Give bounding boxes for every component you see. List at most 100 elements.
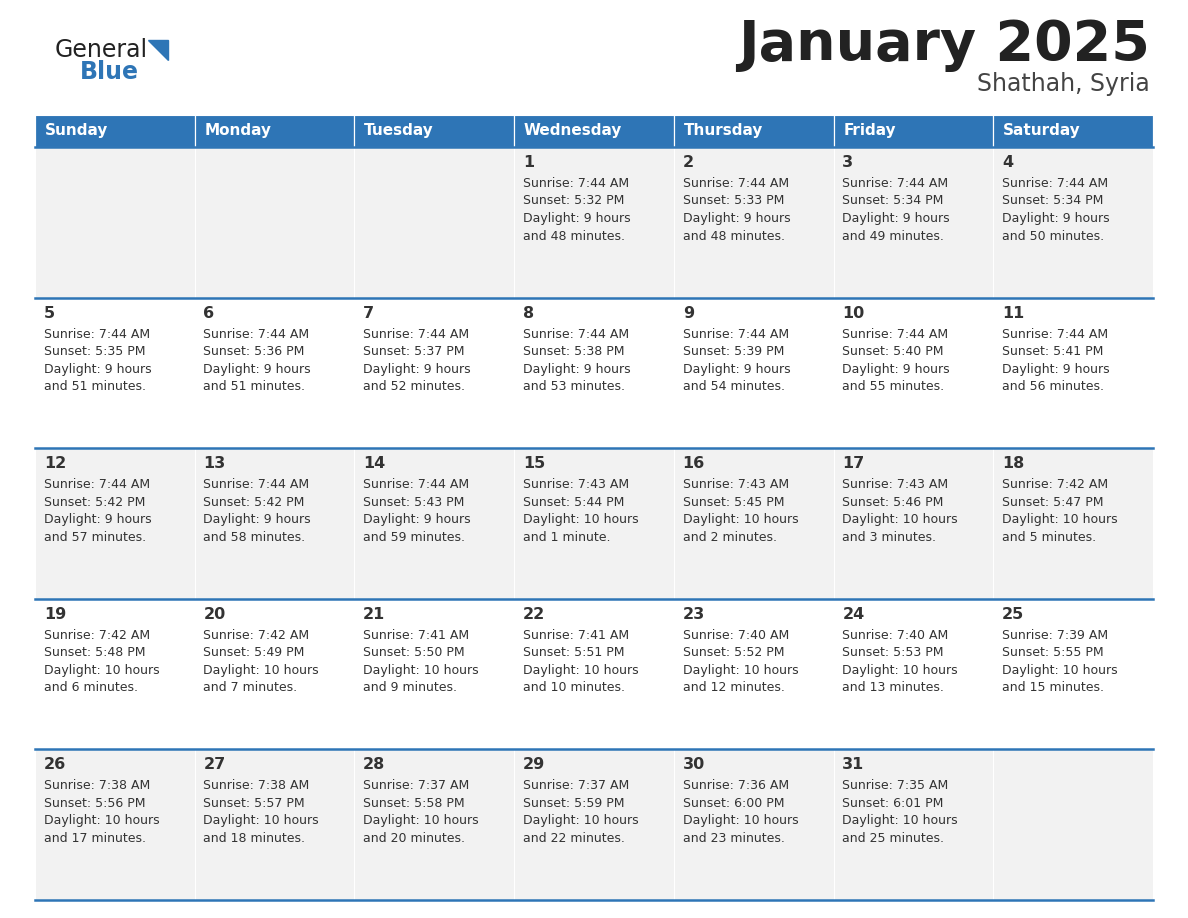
Text: and 6 minutes.: and 6 minutes. bbox=[44, 681, 138, 694]
Text: Sunset: 5:40 PM: Sunset: 5:40 PM bbox=[842, 345, 943, 358]
Text: 12: 12 bbox=[44, 456, 67, 471]
Text: Sunrise: 7:44 AM: Sunrise: 7:44 AM bbox=[1001, 328, 1108, 341]
Text: and 48 minutes.: and 48 minutes. bbox=[523, 230, 625, 242]
Text: Sunrise: 7:44 AM: Sunrise: 7:44 AM bbox=[842, 177, 948, 190]
Text: 17: 17 bbox=[842, 456, 865, 471]
Text: and 50 minutes.: and 50 minutes. bbox=[1001, 230, 1104, 242]
Text: Sunrise: 7:44 AM: Sunrise: 7:44 AM bbox=[683, 328, 789, 341]
Text: Sunset: 5:34 PM: Sunset: 5:34 PM bbox=[1001, 195, 1104, 207]
Text: Sunrise: 7:42 AM: Sunrise: 7:42 AM bbox=[203, 629, 310, 642]
Text: Daylight: 9 hours: Daylight: 9 hours bbox=[683, 212, 790, 225]
Text: Daylight: 10 hours: Daylight: 10 hours bbox=[1001, 664, 1118, 677]
Text: Daylight: 10 hours: Daylight: 10 hours bbox=[523, 513, 639, 526]
Text: Daylight: 10 hours: Daylight: 10 hours bbox=[44, 664, 159, 677]
Text: 15: 15 bbox=[523, 456, 545, 471]
Text: Sunset: 5:46 PM: Sunset: 5:46 PM bbox=[842, 496, 943, 509]
Text: Daylight: 9 hours: Daylight: 9 hours bbox=[523, 363, 631, 375]
FancyBboxPatch shape bbox=[834, 115, 993, 147]
FancyBboxPatch shape bbox=[514, 297, 674, 448]
FancyBboxPatch shape bbox=[514, 448, 674, 599]
Text: Sunset: 5:43 PM: Sunset: 5:43 PM bbox=[364, 496, 465, 509]
Text: and 55 minutes.: and 55 minutes. bbox=[842, 380, 944, 393]
Text: Sunset: 5:52 PM: Sunset: 5:52 PM bbox=[683, 646, 784, 659]
Text: Sunrise: 7:37 AM: Sunrise: 7:37 AM bbox=[364, 779, 469, 792]
Text: Sunrise: 7:44 AM: Sunrise: 7:44 AM bbox=[683, 177, 789, 190]
FancyBboxPatch shape bbox=[195, 297, 354, 448]
Text: Sunrise: 7:44 AM: Sunrise: 7:44 AM bbox=[523, 328, 630, 341]
Text: 31: 31 bbox=[842, 757, 865, 772]
Text: 5: 5 bbox=[44, 306, 55, 320]
Text: Sunrise: 7:35 AM: Sunrise: 7:35 AM bbox=[842, 779, 948, 792]
Text: Sunrise: 7:40 AM: Sunrise: 7:40 AM bbox=[842, 629, 948, 642]
FancyBboxPatch shape bbox=[354, 448, 514, 599]
Text: 27: 27 bbox=[203, 757, 226, 772]
Text: Sunrise: 7:37 AM: Sunrise: 7:37 AM bbox=[523, 779, 630, 792]
Text: Sunset: 5:37 PM: Sunset: 5:37 PM bbox=[364, 345, 465, 358]
FancyBboxPatch shape bbox=[34, 448, 195, 599]
Text: Sunrise: 7:44 AM: Sunrise: 7:44 AM bbox=[364, 478, 469, 491]
Text: and 57 minutes.: and 57 minutes. bbox=[44, 531, 146, 543]
Text: Daylight: 10 hours: Daylight: 10 hours bbox=[523, 814, 639, 827]
Text: Sunrise: 7:43 AM: Sunrise: 7:43 AM bbox=[842, 478, 948, 491]
Text: 25: 25 bbox=[1001, 607, 1024, 621]
Text: Daylight: 10 hours: Daylight: 10 hours bbox=[683, 664, 798, 677]
FancyBboxPatch shape bbox=[834, 297, 993, 448]
Text: January 2025: January 2025 bbox=[738, 18, 1150, 72]
Text: and 59 minutes.: and 59 minutes. bbox=[364, 531, 466, 543]
Text: Sunrise: 7:40 AM: Sunrise: 7:40 AM bbox=[683, 629, 789, 642]
Text: Sunrise: 7:41 AM: Sunrise: 7:41 AM bbox=[523, 629, 630, 642]
Text: 16: 16 bbox=[683, 456, 704, 471]
FancyBboxPatch shape bbox=[993, 599, 1154, 749]
Text: Sunset: 5:49 PM: Sunset: 5:49 PM bbox=[203, 646, 305, 659]
Text: Sunset: 5:44 PM: Sunset: 5:44 PM bbox=[523, 496, 625, 509]
Text: Sunset: 5:35 PM: Sunset: 5:35 PM bbox=[44, 345, 145, 358]
Text: Thursday: Thursday bbox=[683, 124, 763, 139]
Text: Sunset: 5:55 PM: Sunset: 5:55 PM bbox=[1001, 646, 1104, 659]
Text: and 7 minutes.: and 7 minutes. bbox=[203, 681, 298, 694]
Text: 9: 9 bbox=[683, 306, 694, 320]
Text: Sunset: 5:45 PM: Sunset: 5:45 PM bbox=[683, 496, 784, 509]
Text: Daylight: 10 hours: Daylight: 10 hours bbox=[364, 814, 479, 827]
Text: and 1 minute.: and 1 minute. bbox=[523, 531, 611, 543]
Text: Sunset: 5:38 PM: Sunset: 5:38 PM bbox=[523, 345, 625, 358]
Text: Daylight: 9 hours: Daylight: 9 hours bbox=[1001, 212, 1110, 225]
Text: Sunset: 5:36 PM: Sunset: 5:36 PM bbox=[203, 345, 305, 358]
Text: Daylight: 10 hours: Daylight: 10 hours bbox=[364, 664, 479, 677]
Text: Daylight: 10 hours: Daylight: 10 hours bbox=[1001, 513, 1118, 526]
Text: Daylight: 9 hours: Daylight: 9 hours bbox=[203, 363, 311, 375]
Text: 13: 13 bbox=[203, 456, 226, 471]
FancyBboxPatch shape bbox=[674, 599, 834, 749]
Text: and 18 minutes.: and 18 minutes. bbox=[203, 832, 305, 845]
Text: 6: 6 bbox=[203, 306, 215, 320]
Text: Daylight: 9 hours: Daylight: 9 hours bbox=[44, 513, 151, 526]
FancyBboxPatch shape bbox=[195, 115, 354, 147]
Text: Sunset: 5:59 PM: Sunset: 5:59 PM bbox=[523, 797, 625, 810]
FancyBboxPatch shape bbox=[354, 297, 514, 448]
Text: Sunday: Sunday bbox=[45, 124, 108, 139]
Text: Daylight: 9 hours: Daylight: 9 hours bbox=[44, 363, 151, 375]
Text: Daylight: 10 hours: Daylight: 10 hours bbox=[203, 814, 320, 827]
Text: Sunrise: 7:44 AM: Sunrise: 7:44 AM bbox=[203, 478, 310, 491]
Text: Saturday: Saturday bbox=[1003, 124, 1081, 139]
Text: 24: 24 bbox=[842, 607, 865, 621]
Text: and 56 minutes.: and 56 minutes. bbox=[1001, 380, 1104, 393]
Text: Sunset: 5:53 PM: Sunset: 5:53 PM bbox=[842, 646, 943, 659]
Text: Daylight: 10 hours: Daylight: 10 hours bbox=[44, 814, 159, 827]
Text: and 48 minutes.: and 48 minutes. bbox=[683, 230, 784, 242]
FancyBboxPatch shape bbox=[993, 749, 1154, 900]
FancyBboxPatch shape bbox=[993, 115, 1154, 147]
Text: 4: 4 bbox=[1001, 155, 1013, 170]
Text: Sunset: 5:34 PM: Sunset: 5:34 PM bbox=[842, 195, 943, 207]
Text: Monday: Monday bbox=[204, 124, 271, 139]
Text: Sunrise: 7:44 AM: Sunrise: 7:44 AM bbox=[364, 328, 469, 341]
Text: Sunrise: 7:44 AM: Sunrise: 7:44 AM bbox=[1001, 177, 1108, 190]
Text: 28: 28 bbox=[364, 757, 385, 772]
FancyBboxPatch shape bbox=[993, 297, 1154, 448]
Text: Sunrise: 7:38 AM: Sunrise: 7:38 AM bbox=[44, 779, 150, 792]
Text: Sunset: 5:41 PM: Sunset: 5:41 PM bbox=[1001, 345, 1104, 358]
Text: Daylight: 9 hours: Daylight: 9 hours bbox=[842, 212, 950, 225]
Text: 21: 21 bbox=[364, 607, 385, 621]
Text: and 23 minutes.: and 23 minutes. bbox=[683, 832, 784, 845]
FancyBboxPatch shape bbox=[514, 115, 674, 147]
Text: Daylight: 9 hours: Daylight: 9 hours bbox=[364, 513, 470, 526]
